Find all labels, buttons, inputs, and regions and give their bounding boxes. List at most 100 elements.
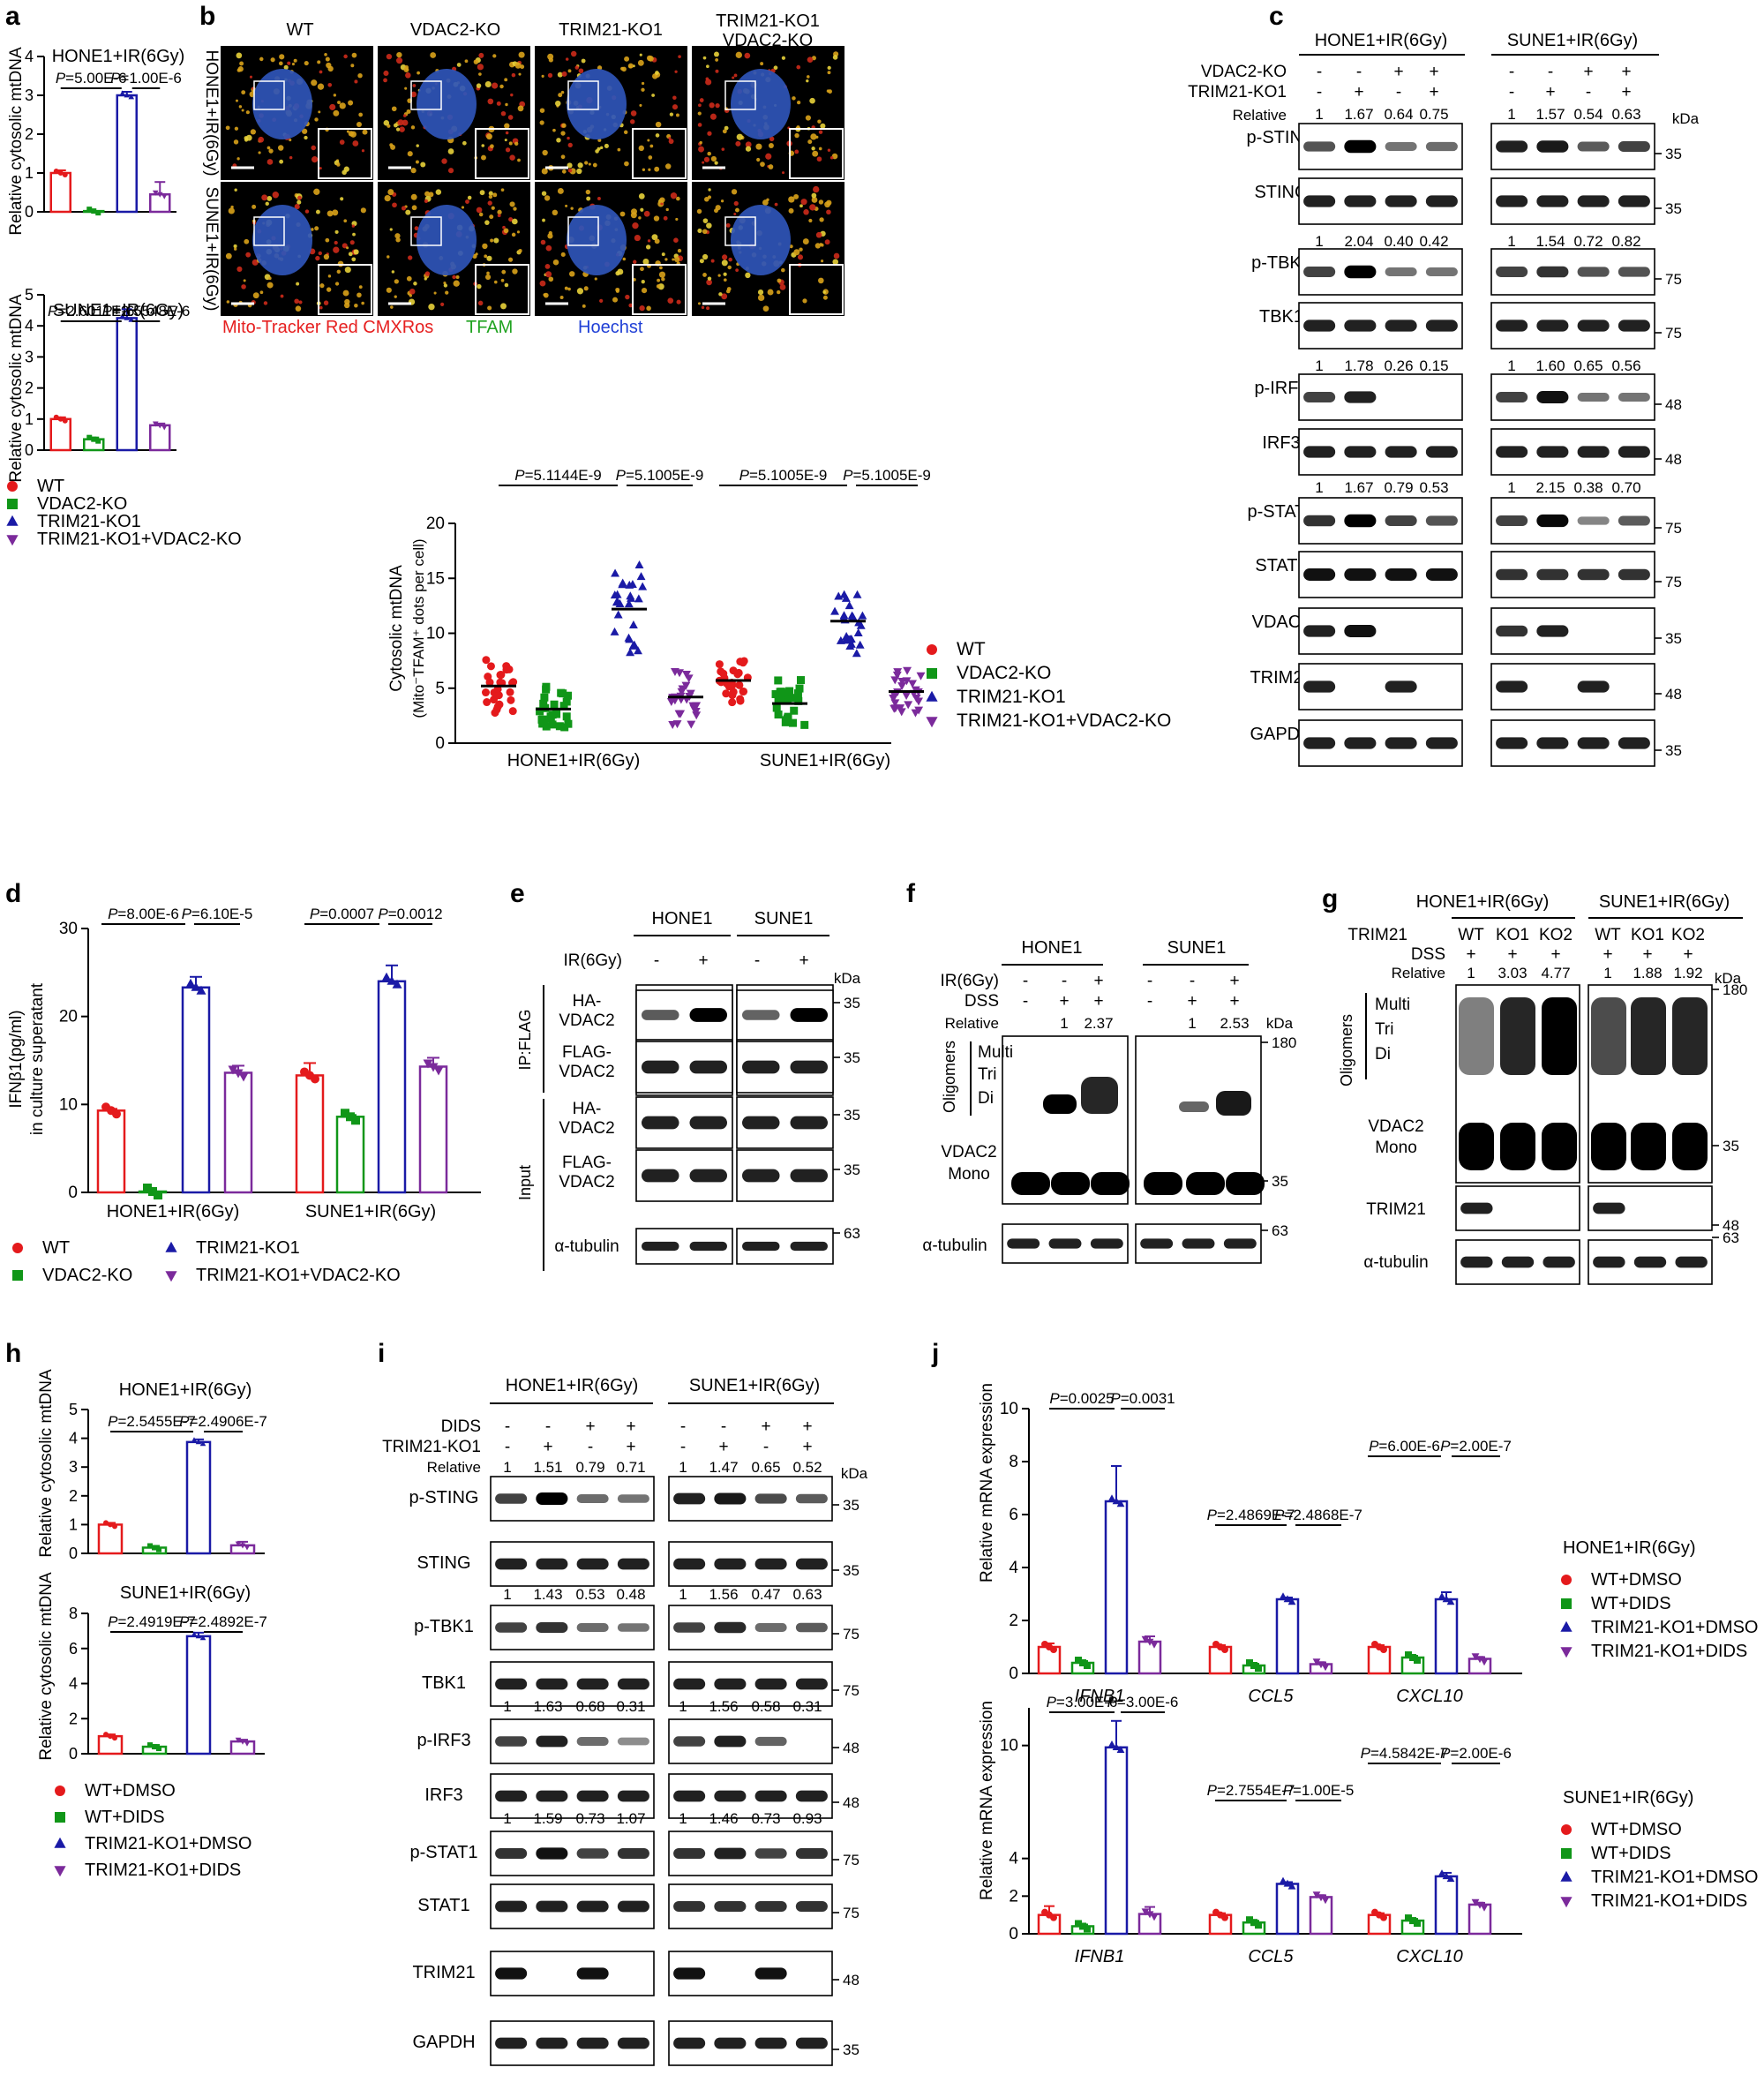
mitochondria-signal [702, 161, 705, 164]
protein-band [1577, 516, 1610, 525]
mitochondria-signal [809, 204, 816, 211]
protein-band [741, 1169, 780, 1183]
mitochondria-signal [315, 209, 320, 214]
data-point [341, 1109, 349, 1118]
data-point [628, 641, 638, 650]
protein-band [1425, 267, 1458, 276]
panel-b: b WT VDAC2-KO TRIM21-KO1 TRIM21-KO1VDAC2-KOH… [199, 2, 1171, 771]
data-point [1437, 1592, 1446, 1600]
data-point [1279, 1876, 1287, 1884]
relative-value: 0.75 [1419, 106, 1448, 123]
protein-band [1344, 391, 1377, 403]
p-value: P=5.1144E-9 [514, 467, 601, 484]
protein-band [1496, 267, 1528, 277]
cell-line-header: SUNE1 [1167, 938, 1227, 958]
protein-band [617, 1737, 649, 1746]
mitochondria-signal [664, 258, 668, 261]
data-point [152, 190, 159, 196]
data-point [539, 719, 548, 728]
mitochondria-signal [777, 289, 781, 295]
mitochondria-signal [351, 52, 357, 58]
mitochondria-signal [630, 110, 637, 117]
mitochondria-signal [505, 131, 509, 135]
data-point [719, 669, 728, 678]
mitochondria-signal [701, 305, 705, 310]
mitochondria-signal [362, 129, 368, 135]
mitochondria-signal [735, 51, 742, 59]
mitochondria-signal [464, 59, 469, 64]
data-point [1283, 1595, 1292, 1603]
mitochondria-signal [767, 289, 774, 296]
legend-marker [927, 644, 937, 655]
y-tick-label: 6 [69, 1640, 78, 1658]
mitochondria-signal [493, 237, 499, 244]
protein-band [617, 1790, 649, 1802]
sign: + [1354, 83, 1363, 101]
protein-band [576, 1790, 609, 1802]
mitochondria-signal [765, 153, 772, 160]
mitochondria-signal [476, 83, 482, 88]
relative-value: 0.48 [616, 1586, 645, 1603]
mitochondria-signal [358, 112, 363, 117]
mitochondria-signal [792, 96, 796, 101]
protein-band [576, 1623, 609, 1632]
data-point [191, 981, 201, 991]
mitochondria-signal [560, 154, 566, 160]
mitochondria-signal [244, 136, 248, 140]
mitochondria-signal [574, 65, 580, 70]
sign: + [1683, 945, 1693, 964]
y-axis-title: in culture superatant [28, 982, 47, 1135]
protein-band [673, 1558, 706, 1570]
x-category-label: HONE1+IR(6Gy) [107, 1202, 240, 1222]
p-value: P=8.00E-6 [108, 906, 179, 922]
data-point [1409, 1654, 1416, 1661]
y-axis-title: IFNβ1(pg/ml) [7, 1010, 26, 1108]
protein-band [576, 2037, 609, 2049]
mitochondria-signal [406, 275, 412, 282]
data-point [634, 560, 644, 568]
data-point [836, 635, 845, 644]
protein-band [795, 1678, 828, 1690]
zoom-region [724, 216, 756, 246]
data-point [1475, 1656, 1484, 1664]
legend-marker [1561, 1848, 1572, 1859]
mitochondria-signal [548, 57, 553, 63]
data-point [119, 90, 126, 96]
data-point [95, 210, 101, 216]
mitochondria-signal [584, 161, 589, 165]
mitochondria-signal [319, 167, 322, 170]
relative-value: 0.26 [1384, 357, 1413, 374]
data-point [890, 699, 900, 708]
data-point [855, 640, 865, 649]
mitochondria-signal [777, 278, 782, 283]
legend-label: TRIM21-KO1+VDAC2-KO [37, 530, 242, 549]
mitochondria-signal [511, 72, 516, 78]
mitochondria-signal [744, 52, 751, 59]
data-point [729, 666, 738, 675]
mitochondria-signal [234, 126, 239, 131]
band-label: α-tubulin [922, 1237, 987, 1255]
data-point [1321, 1897, 1330, 1905]
data-point [1442, 1595, 1451, 1603]
bar [1434, 1598, 1459, 1675]
mitochondria-signal [245, 110, 250, 115]
mitochondria-signal [325, 56, 330, 62]
mitochondria-signal [757, 294, 765, 302]
relative-value: 2.53 [1220, 1015, 1249, 1032]
mw-marker: 35 [1665, 742, 1682, 759]
y-tick-label: 4 [1009, 1559, 1018, 1577]
mitochondria-signal [443, 283, 448, 288]
data-point [1116, 1746, 1125, 1753]
mitochondria-signal [488, 194, 493, 199]
mitochondria-signal [496, 101, 501, 106]
mitochondria-signal [245, 252, 251, 258]
mitochondria-signal [762, 199, 769, 206]
mw-marker: 35 [843, 1497, 859, 1514]
protein-band [1425, 141, 1458, 152]
mitochondria-signal [659, 266, 663, 270]
protein-band [1303, 141, 1336, 152]
band-label: p-TBK1 [1251, 253, 1311, 273]
relative-value: 0.53 [1419, 479, 1448, 496]
mitochondria-signal [417, 71, 420, 75]
mitochondria-signal [453, 280, 460, 287]
